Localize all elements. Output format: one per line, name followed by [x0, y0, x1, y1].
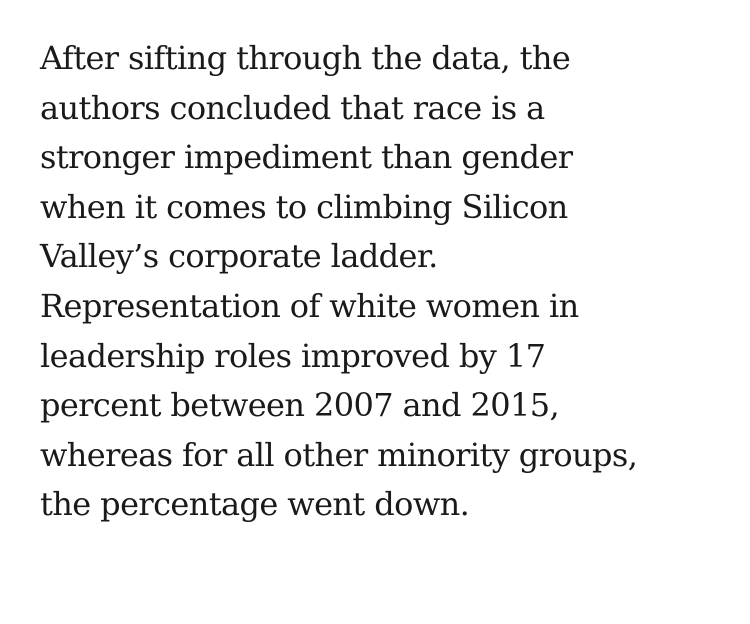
article-paragraph: After sifting through the data, the auth…	[40, 34, 740, 530]
paragraph-line: when it comes to climbing Silicon	[40, 187, 568, 226]
paragraph-line: Representation of white women in	[40, 286, 579, 325]
paragraph-line: After sifting through the data, the	[40, 39, 571, 77]
paragraph-line: leadership roles improved by 17	[40, 336, 546, 375]
paragraph-line: the percentage went down.	[40, 485, 470, 524]
paragraph-line: Valley’s corporate ladder.	[40, 237, 438, 276]
paragraph-line: percent between 2007 and 2015,	[40, 386, 560, 425]
paragraph-line: whereas for all other minority groups,	[40, 435, 638, 474]
paragraph-line: authors concluded that race is a	[40, 88, 545, 127]
paragraph-line: stronger impediment than gender	[40, 138, 573, 177]
